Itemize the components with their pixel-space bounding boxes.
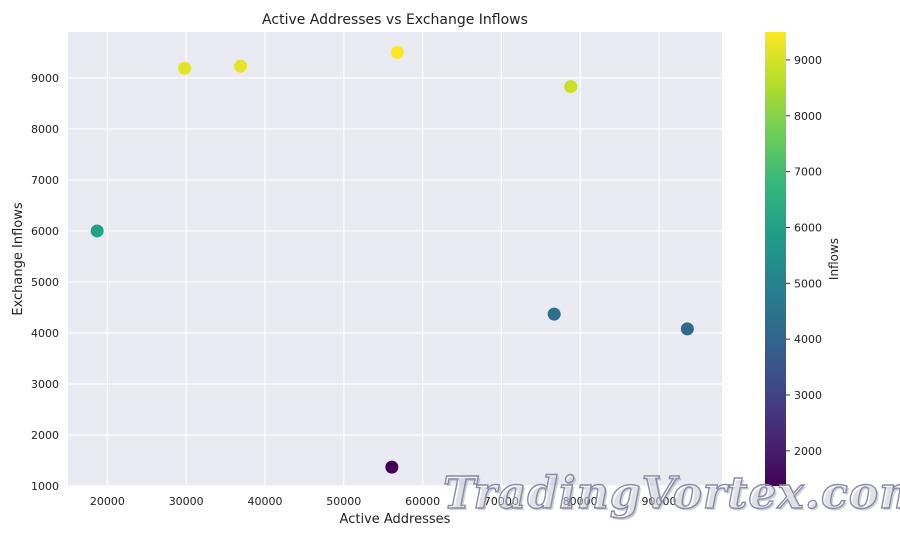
colorbar-tick-label: 7000	[794, 166, 822, 179]
colorbar-tick-label: 6000	[794, 221, 822, 234]
data-point	[390, 45, 404, 59]
x-axis-ticks: 20000 30000 40000 50000 60000 70000 80000 90000	[90, 495, 677, 508]
colorbar-ticks: 2000 3000 4000 5000 6000 7000 8000 9000	[786, 54, 822, 458]
y-tick-label: 2000	[31, 429, 59, 442]
chart-title: Active Addresses vs Exchange Inflows	[262, 12, 528, 28]
x-tick-label: 50000	[326, 495, 361, 508]
colorbar-tick-label: 2000	[794, 445, 822, 458]
data-points	[90, 45, 694, 474]
y-tick-label: 7000	[31, 174, 59, 187]
data-point	[234, 59, 248, 73]
y-axis-label: Exchange Inflows	[11, 202, 26, 316]
colorbar	[765, 32, 786, 486]
x-tick-label: 20000	[90, 495, 125, 508]
colorbar-tick-label: 3000	[794, 389, 822, 402]
data-point	[680, 322, 694, 336]
data-point	[90, 224, 104, 238]
x-tick-label: 60000	[405, 495, 440, 508]
y-axis-ticks: 1000 2000 3000 4000 5000 6000 7000 8000 9000	[31, 72, 59, 493]
y-tick-label: 3000	[31, 378, 59, 391]
y-tick-label: 8000	[31, 123, 59, 136]
x-tick-label: 90000	[641, 495, 676, 508]
colorbar-tick-label: 8000	[794, 110, 822, 123]
plot-area	[68, 32, 722, 486]
data-point	[547, 307, 561, 321]
y-tick-label: 9000	[31, 72, 59, 85]
x-tick-label: 80000	[563, 495, 598, 508]
colorbar-tick-label: 4000	[794, 333, 822, 346]
y-tick-label: 6000	[31, 225, 59, 238]
colorbar-tick-label: 5000	[794, 277, 822, 290]
y-tick-label: 1000	[31, 480, 59, 493]
x-tick-label: 30000	[169, 495, 204, 508]
y-tick-label: 5000	[31, 276, 59, 289]
x-axis-label: Active Addresses	[340, 512, 451, 527]
colorbar-tick-label: 9000	[794, 54, 822, 67]
colorbar-label: Inflows	[827, 238, 841, 280]
x-tick-label: 40000	[247, 495, 282, 508]
data-point	[178, 61, 192, 75]
grid-lines	[68, 32, 722, 487]
x-tick-label: 70000	[484, 495, 519, 508]
data-point	[564, 80, 578, 94]
y-tick-label: 4000	[31, 327, 59, 340]
data-point	[385, 460, 399, 474]
